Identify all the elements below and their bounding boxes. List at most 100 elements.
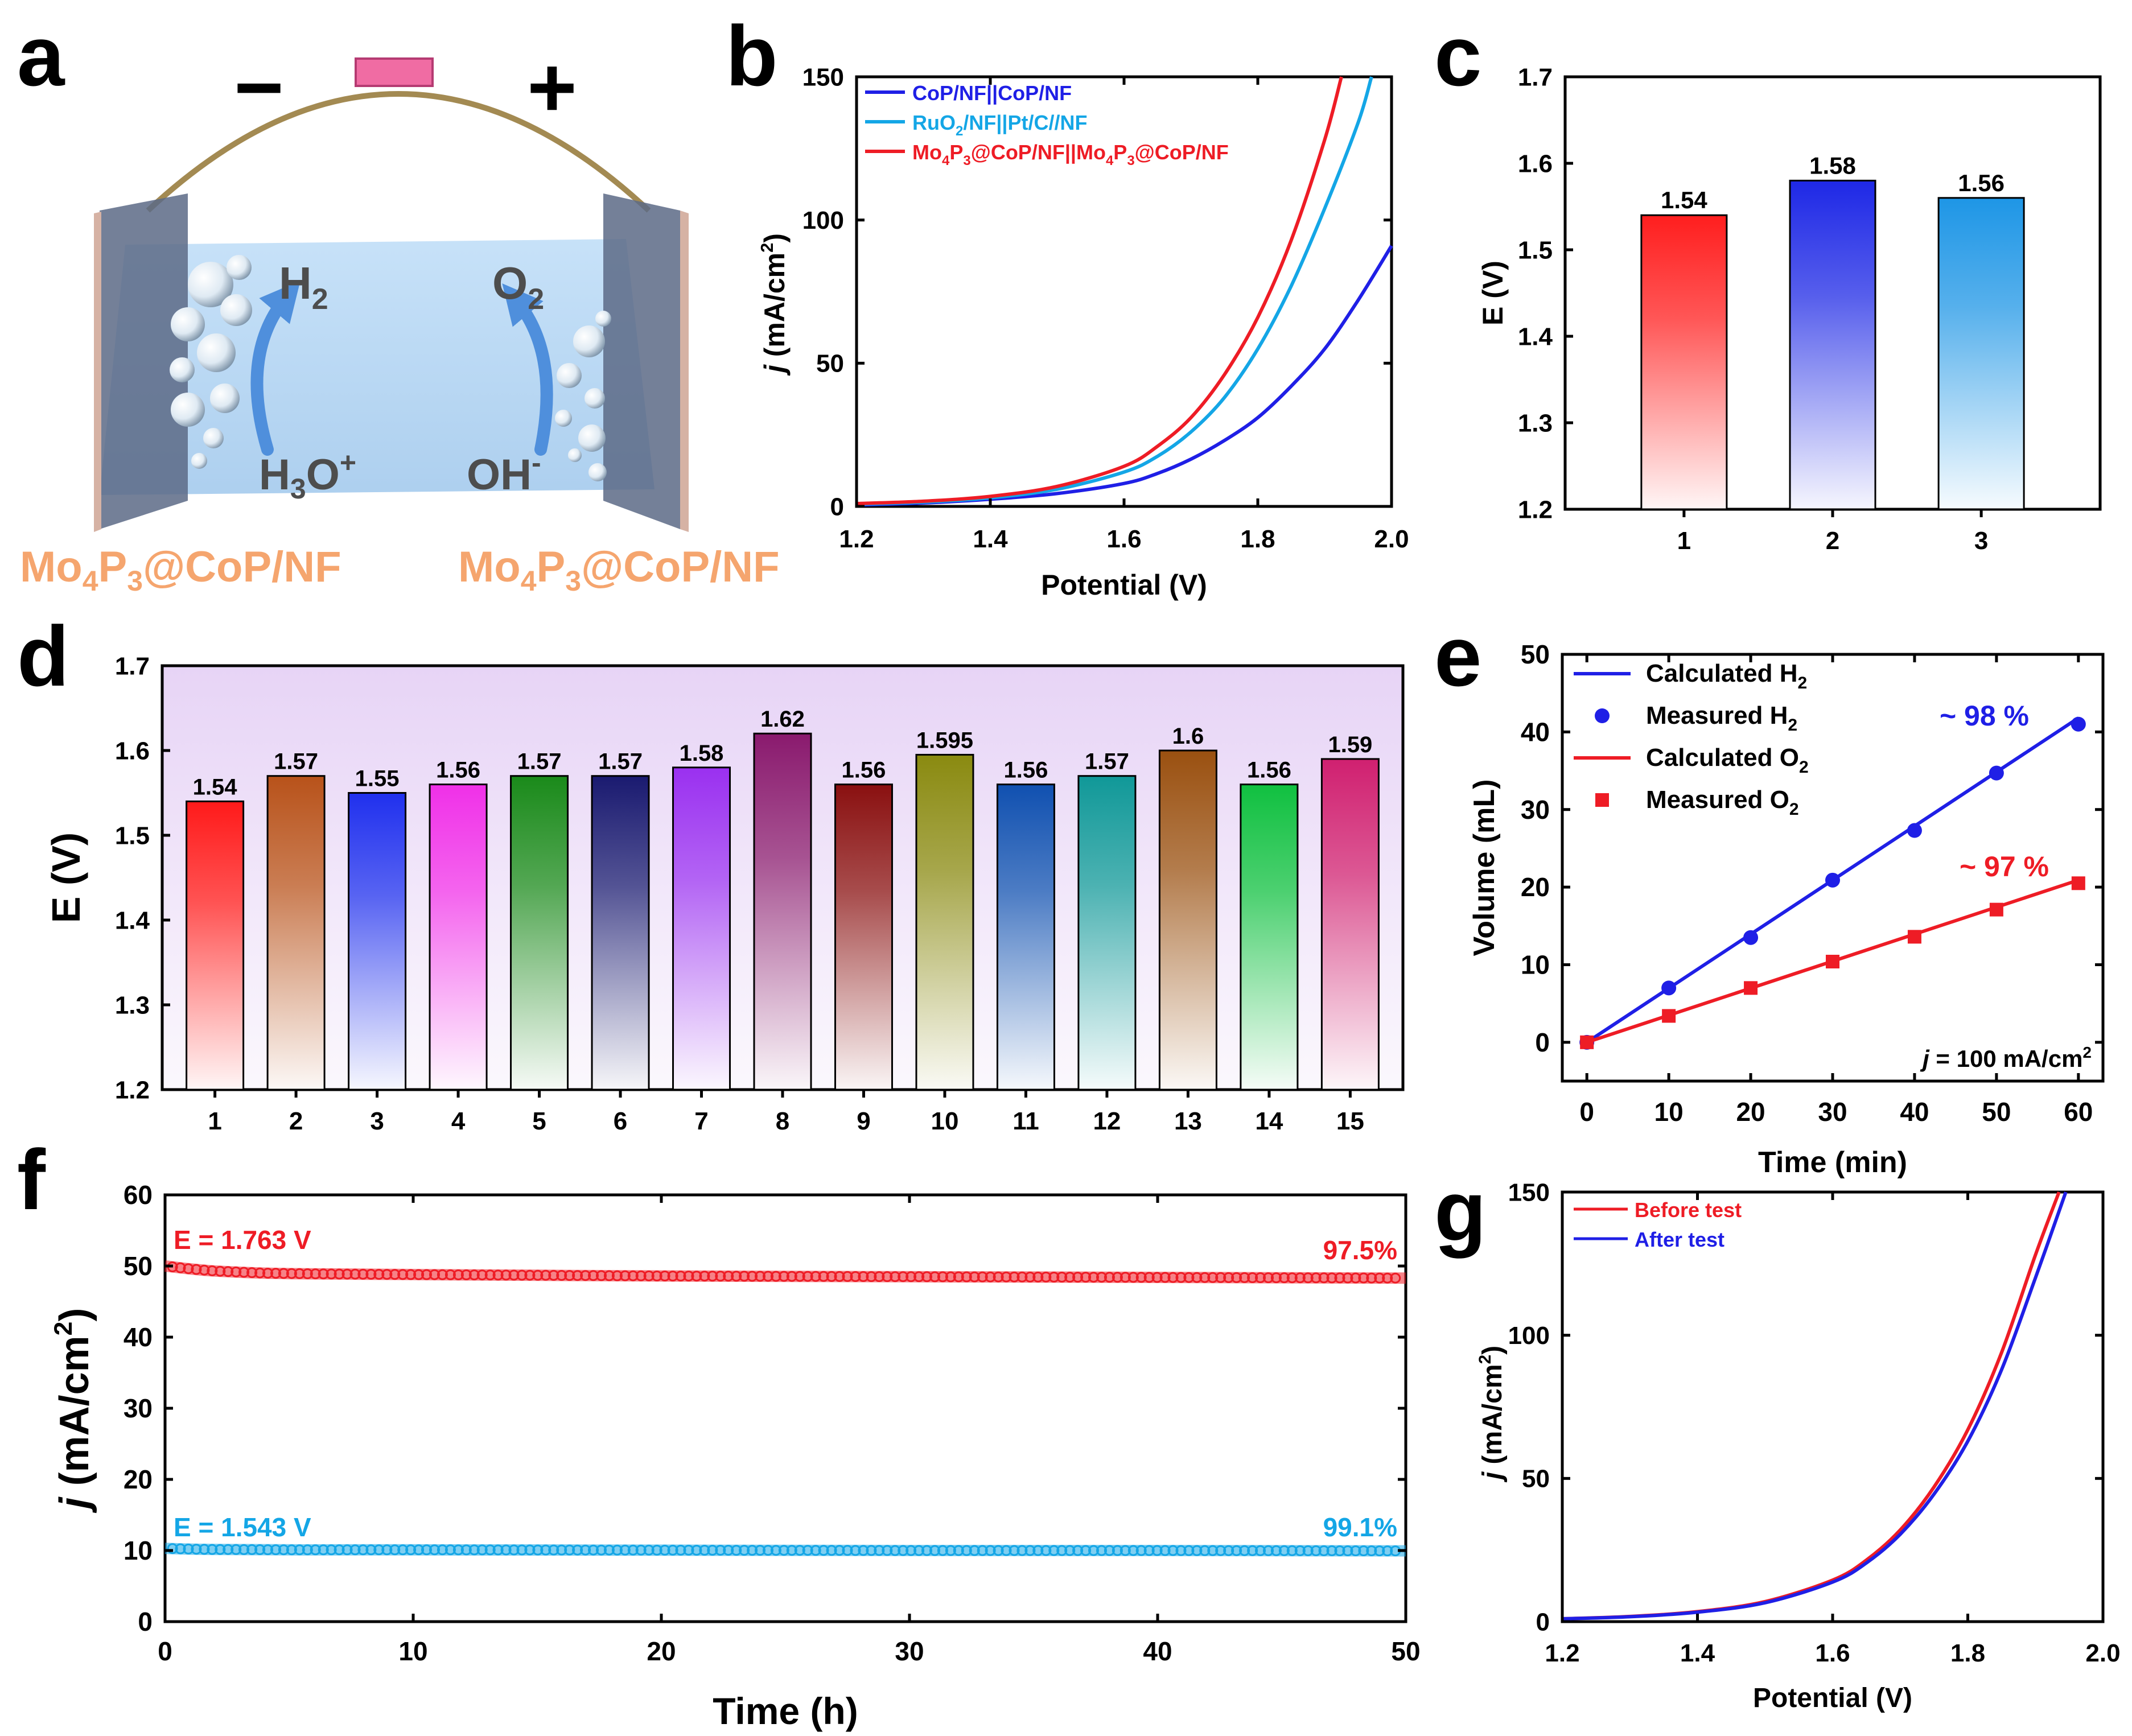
data-point	[1072, 1545, 1084, 1556]
data-point	[349, 1544, 361, 1556]
data-point	[1040, 1271, 1052, 1283]
data-point	[786, 1271, 797, 1282]
data-point	[270, 1268, 281, 1279]
h2-arrow-icon	[250, 281, 301, 456]
data-point	[906, 1271, 917, 1283]
bar-value-label: 1.58	[1809, 152, 1856, 179]
o2-arrow-icon	[502, 283, 553, 456]
legend-sub: 2	[1799, 758, 1809, 777]
data-point	[818, 1545, 829, 1556]
legend-text: Measured H	[1646, 702, 1788, 729]
data-point	[508, 1544, 520, 1556]
x-tick-label: 3	[370, 1107, 384, 1135]
x-tick-label: 60	[2064, 1097, 2093, 1127]
data-point	[397, 1544, 409, 1556]
x-tick-label: 10	[398, 1636, 427, 1666]
data-point	[747, 1271, 758, 1282]
bar-8	[753, 732, 812, 1091]
data-point	[842, 1271, 853, 1282]
data-point	[1382, 1272, 1393, 1284]
wire	[146, 91, 651, 213]
data-point	[1247, 1272, 1258, 1283]
y-tick-label: 150	[1508, 1178, 1550, 1206]
data-point	[635, 1544, 647, 1556]
data-point	[1119, 1272, 1131, 1283]
y-axis-label-unit: (mA/cm	[1477, 1364, 1508, 1471]
data-point	[1231, 1272, 1242, 1283]
data-point	[747, 1545, 758, 1556]
data-point	[389, 1269, 401, 1280]
data-point	[484, 1544, 496, 1556]
legend-label-0: Calculated H2	[1646, 659, 1807, 692]
data-point	[1326, 1545, 1337, 1556]
annotation-sup: 2	[2082, 1044, 2092, 1061]
x-tick-label: 1.4	[1680, 1639, 1715, 1667]
data-point	[921, 1545, 932, 1556]
data-point	[1064, 1545, 1076, 1556]
data-point	[444, 1544, 456, 1556]
x-tick-label: 20	[1736, 1097, 1765, 1127]
cathode-material-label: Mo4P3@CoP/NF	[20, 543, 341, 597]
bar-2	[266, 775, 326, 1091]
data-point	[770, 1271, 781, 1282]
x-tick-label: 1	[208, 1107, 221, 1135]
data-point	[1104, 1545, 1115, 1556]
anode-plate-edge	[680, 211, 689, 532]
legend-text: RuO	[912, 111, 956, 134]
data-point	[850, 1545, 861, 1556]
y-tick-label: 50	[1522, 1465, 1550, 1493]
data-point	[183, 1543, 194, 1554]
data-point	[580, 1270, 591, 1281]
y-tick-label: 50	[1521, 640, 1550, 669]
legend-sub: 2	[1789, 800, 1799, 819]
data-point	[858, 1545, 869, 1556]
panel-letter-g: g	[1434, 1163, 1487, 1259]
data-point	[715, 1271, 726, 1282]
data-point	[1239, 1272, 1250, 1283]
data-point	[651, 1271, 662, 1281]
legend-sub: 2	[1788, 716, 1797, 735]
data-point	[1342, 1272, 1353, 1284]
y-axis-label: j (mA/cm2)	[50, 1308, 97, 1514]
y-axis-label-sup: 2	[1476, 1355, 1495, 1364]
legend-label-1: After test	[1635, 1228, 1724, 1251]
data-point	[953, 1271, 964, 1283]
data-point	[254, 1267, 266, 1279]
panel-d-bar-chart: 1.54 1 1.57 2 1.55 3 1.56 4 1.57 5 1.57 6 1.58 7 1.62 8…	[44, 652, 1405, 1135]
x-tick-label: 1.2	[1545, 1639, 1579, 1667]
bar-4	[429, 784, 488, 1091]
current-density-annotation: j = 100 mA/cm2	[1920, 1044, 2092, 1072]
bar-value-label: 1.54	[193, 774, 238, 799]
o2-label: O2	[492, 258, 544, 316]
data-point	[707, 1545, 718, 1556]
data-point	[183, 1263, 194, 1275]
data-point	[842, 1545, 853, 1556]
data-point	[199, 1544, 210, 1555]
data-point	[826, 1545, 837, 1556]
data-point	[207, 1544, 218, 1555]
panel-b-lsv-chart: 1.2 1.4 1.6 1.8 2.0 0 50 100 150 Potential (V) j (…	[757, 63, 1409, 601]
data-point	[890, 1271, 901, 1283]
data-point	[286, 1544, 297, 1556]
panel-g-lsv-chart: 1.2 1.4 1.6 1.8 2.0 0 50 100 150 Potential (V) j (…	[1476, 1178, 2121, 1713]
data-point	[858, 1271, 869, 1282]
data-point	[548, 1544, 559, 1556]
data-point	[763, 1545, 773, 1556]
bar-value-label: 1.56	[436, 758, 480, 783]
data-point	[413, 1269, 425, 1280]
data-point	[1358, 1272, 1369, 1284]
y-tick-label: 100	[802, 207, 844, 234]
bar-value-label: 1.62	[760, 707, 805, 732]
h2-efficiency-annotation: ~ 98 %	[1940, 700, 2029, 732]
data-point	[1310, 1545, 1322, 1556]
y-tick-label: 40	[124, 1322, 153, 1352]
data-point	[318, 1268, 329, 1280]
bar-11	[996, 784, 1055, 1091]
data-point	[731, 1271, 742, 1282]
bar-value-label: 1.595	[916, 728, 973, 753]
data-point	[1270, 1545, 1282, 1556]
data-point	[834, 1545, 845, 1556]
data-point	[1016, 1271, 1028, 1283]
x-tick-label: 3	[1974, 527, 1988, 555]
x-tick-label: 9	[857, 1107, 870, 1135]
